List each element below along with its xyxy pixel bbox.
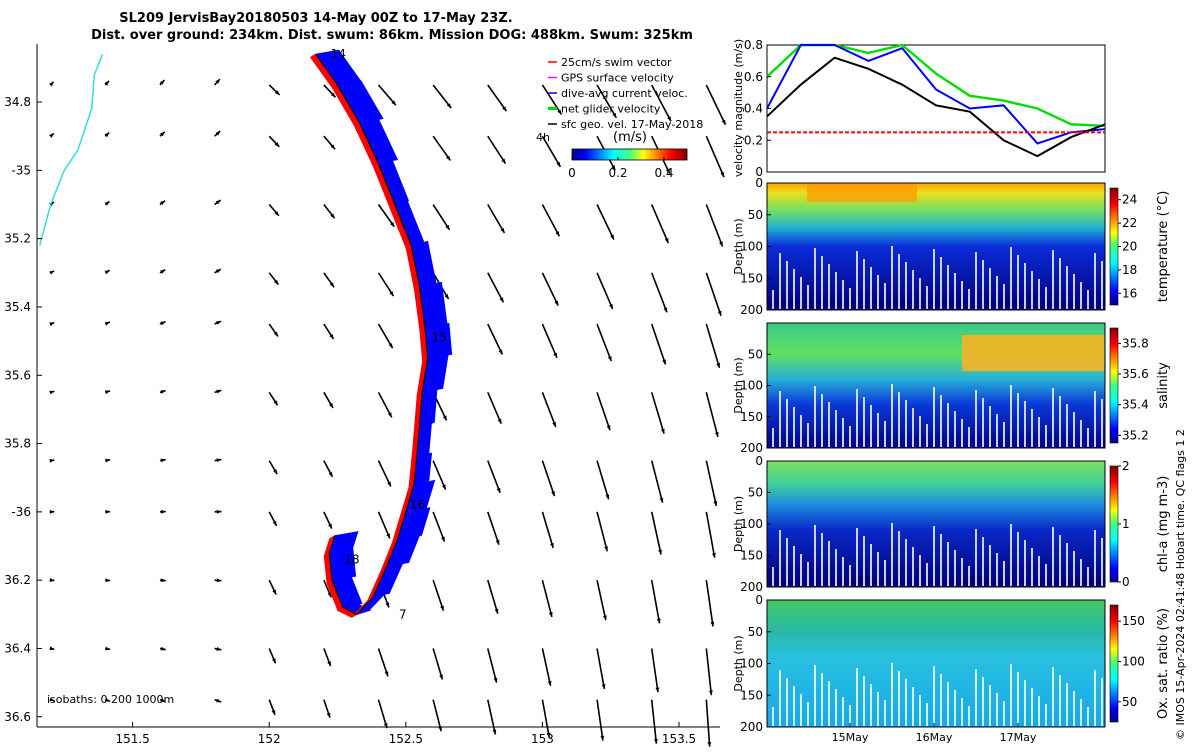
temperature-colorbar-label: 20 [1122,240,1137,254]
map-x-tick-label: 151.5 [115,732,149,746]
legend-label: 25cm/s swim vector [561,56,672,69]
colorbar-tick-label: 0.4 [654,166,673,180]
map-y-tick-label: 35.6 [4,368,31,382]
temperature-ylabel: Depth (m) [732,218,745,274]
speed-colorbar [572,149,687,160]
time-tick-label: 16May [916,731,953,744]
velocity-y-tick-label: 0.2 [744,133,763,147]
velocity-plot-area [767,45,1105,172]
time-tick-label: 15May [832,731,869,744]
salinity-colorbar [1110,328,1118,443]
day-label: 16 [410,498,425,512]
colorbar-tick-label: 0 [568,166,576,180]
velocity-y-tick-label: 0.6 [744,70,763,84]
legend-label: net glider velocity [561,103,661,116]
legend-scale-label: 4h [536,131,550,144]
chlorophyll-ylabel: Depth (m) [732,496,745,552]
map-y-tick-label: 35.8 [4,437,31,451]
figure-title-line2: Dist. over ground: 234km. Dist. swum: 86… [91,28,693,43]
oxygen-colorbar [1110,605,1118,722]
velocity-ylabel: velocity magnitude (m/s) [732,39,745,177]
chlorophyll-y-tick-label: 50 [748,486,763,500]
map-x-tick-label: 153 [531,732,554,746]
colorbar-title: (m/s) [613,130,647,145]
oxygen-ylabel: Depth (m) [732,635,745,691]
temperature-colorbar-label: 24 [1122,193,1137,207]
chlorophyll-colorbar-title: chl-a (mg m-3) [1156,476,1171,573]
map-y-tick-label: 34.8 [4,95,31,109]
oxygen-y-tick-label: 0 [755,593,763,607]
map-x-tick-label: 152.5 [389,732,423,746]
time-tick-label: 17May [1000,731,1037,744]
oxygen-heatmap [767,600,1105,727]
salinity-colorbar-title: salinity [1156,362,1171,409]
chlorophyll-y-tick-label: 0 [755,454,763,468]
salinity-colorbar-label: 35.2 [1122,428,1149,442]
map-x-tick-label: 152 [258,732,281,746]
salinity-y-tick-label: 200 [740,441,763,455]
map-y-ticks: 34.8 -35 35.2 35.4 35.6 35.8 -36 36.2 36.4 36.6 [4,95,42,724]
day-label: 15 [432,331,447,345]
temperature-heatmap [767,183,1105,310]
oxygen-y-tick-label: 50 [748,625,763,639]
isobaths-label: isobaths: 0 200 1000m [47,693,174,706]
map-y-tick-label: -36 [11,505,31,519]
map-y-tick-label: 36.6 [4,710,31,724]
oxygen-colorbar-label: 100 [1122,654,1145,668]
salinity-ylabel: Depth (m) [732,357,745,413]
day-label: 14 [331,47,346,61]
imos-credit: © IMOS 15-Apr-2024 02:41:48 Hobart time.… [1174,429,1187,740]
day-label: 18 [344,553,359,567]
chlorophyll-colorbar-label: 0 [1122,575,1130,589]
salinity-high-patch [962,335,1104,371]
chlorophyll-heatmap [767,461,1105,587]
temperature-warm-surface [807,184,917,202]
map-y-tick-label: 35.4 [4,300,31,314]
chlorophyll-y-tick-label: 200 [740,580,763,594]
temperature-y-tick-label: 50 [748,208,763,222]
chlorophyll-colorbar [1110,466,1118,582]
salinity-y-tick-label: 50 [748,347,763,361]
temperature-colorbar-title: temperature (°C) [1156,191,1171,303]
figure-title-line1: SL209 JervisBay20180503 14-May 00Z to 17… [119,11,512,26]
salinity-colorbar-label: 35.4 [1122,398,1149,412]
salinity-colorbar-label: 35.8 [1122,336,1149,350]
temperature-colorbar-label: 22 [1122,216,1137,230]
legend-label: GPS surface velocity [561,72,674,85]
colorbar-tick-label: 0.2 [608,166,627,180]
chlorophyll-colorbar-label: 2 [1122,459,1130,473]
temperature-y-tick-label: 0 [755,176,763,190]
temperature-y-tick-label: 200 [740,303,763,317]
map-y-tick-label: 35.2 [4,232,31,246]
velocity-panel: 00.20.40.60.8 velocity magnitude (m/s) [732,38,1105,179]
legend-label: dive-avg current veloc. [561,87,688,100]
temperature-colorbar-label: 16 [1122,286,1137,300]
temperature-colorbar [1110,188,1118,305]
temperature-colorbar-label: 18 [1122,263,1137,277]
salinity-colorbar-label: 35.6 [1122,367,1149,381]
velocity-y-tick-label: 0.8 [744,38,763,52]
map-x-tick-label: 153.5 [662,732,696,746]
oxygen-y-tick-label: 200 [740,720,763,734]
current-arrow-head [707,742,711,747]
oxygen-colorbar-label: 150 [1122,614,1145,628]
chlorophyll-colorbar-label: 1 [1122,517,1130,531]
map-y-tick-label: 36.4 [4,641,31,655]
map-y-tick-label: 36.2 [4,573,31,587]
day-label: 7 [399,607,407,621]
velocity-y-tick-label: 0.4 [744,102,763,116]
oxygen-colorbar-label: 50 [1122,695,1137,709]
oxygen-colorbar-title: Ox. sat. ratio (%) [1156,608,1171,719]
map-y-tick-label: -35 [11,163,31,177]
